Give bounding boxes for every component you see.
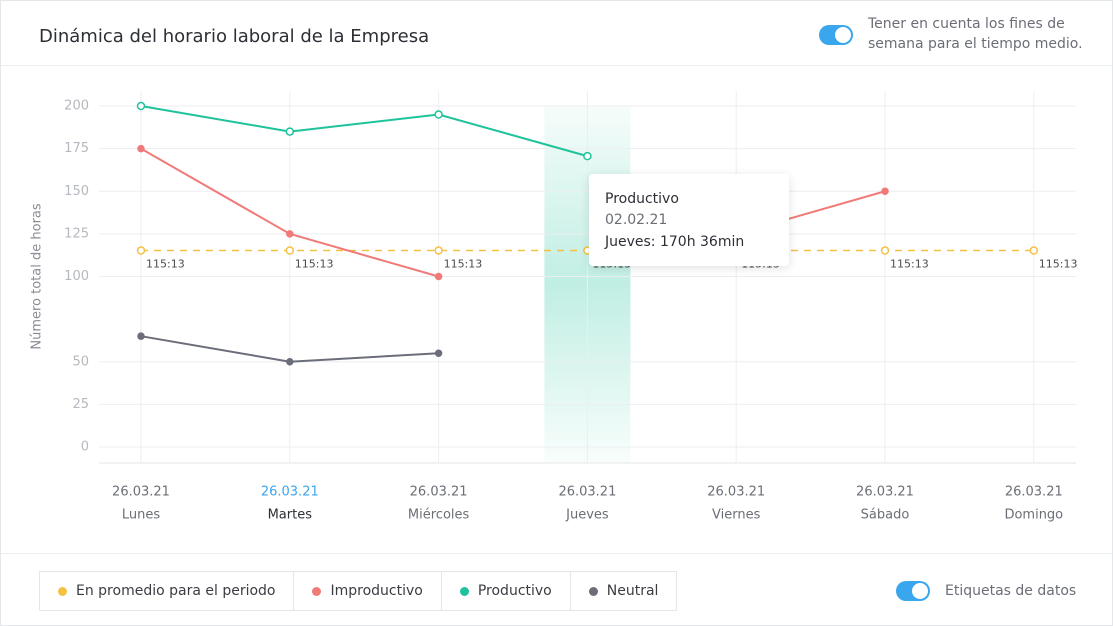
data-point (583, 151, 592, 161)
x-tick-label: Martes (268, 508, 313, 523)
legend-swatch (588, 586, 598, 596)
legend-swatch (459, 586, 469, 596)
x-tick-label: Domingo (1004, 508, 1063, 523)
data-label: 115:13 (295, 258, 334, 271)
data-label: 115:13 (890, 258, 929, 271)
x-tick-label: Sábado (861, 508, 910, 523)
x-date-label: 26.03.21 (707, 485, 765, 500)
data-point (881, 187, 889, 195)
x-tick-label: Miércoles (408, 508, 470, 523)
tooltip-text: Jueves: 170h 36min (605, 234, 745, 250)
x-date-label: 26.03.21 (261, 485, 319, 500)
data-point (285, 246, 295, 255)
tooltip-date: 02.02.21 (605, 212, 668, 228)
data-point (286, 230, 294, 238)
data-point (137, 144, 145, 153)
legend-swatch (312, 586, 322, 596)
x-tick-label: Lunes (122, 508, 160, 523)
data-point (434, 349, 443, 357)
data-label: 115:13 (1039, 258, 1078, 271)
weekend-toggle[interactable] (819, 25, 853, 45)
data-point (285, 127, 295, 136)
data-label: 115:13 (146, 258, 185, 271)
data-point (434, 110, 443, 119)
x-date-label: 26.03.21 (112, 485, 170, 500)
data-point (136, 246, 146, 255)
data-label: 115:13 (444, 258, 483, 271)
legend-label: Neutral (606, 583, 659, 599)
x-tick-label: Viernes (712, 508, 761, 523)
tooltip-title: Productivo (605, 191, 679, 207)
y-tick-label: 100 (64, 269, 89, 284)
data-point (434, 246, 443, 255)
legend-item[interactable]: Improductivo (294, 572, 442, 610)
y-tick-label: 25 (72, 397, 89, 412)
chart: 0 25 50 100 125 150 175 200 Número total de hora… (30, 91, 1078, 523)
legend: En promedio para el periodo Improductivo P… (39, 571, 678, 611)
series-line (140, 105, 588, 158)
x-tick-label: Jueves (565, 508, 609, 523)
data-point (286, 358, 294, 366)
legend-swatch (58, 586, 67, 596)
legend-item[interactable]: Neutral (571, 572, 677, 610)
x-date-label: 26.03.21 (856, 485, 914, 500)
data-point (880, 246, 890, 255)
y-tick-label: 125 (64, 226, 89, 241)
y-axis-label: Número total de horas (30, 203, 45, 350)
legend-item[interactable]: En promedio para el periodo (40, 572, 295, 610)
x-date-label: 26.03.21 (558, 485, 616, 500)
x-date-label: 26.03.21 (410, 485, 468, 500)
data-point (434, 272, 443, 281)
y-tick-label: 175 (64, 141, 89, 156)
data-point (136, 101, 146, 111)
separator (1, 553, 1112, 554)
y-tick-label: 150 (64, 184, 89, 199)
separator (1, 65, 1112, 66)
labels-toggle-label: Etiquetas de datos (945, 583, 1077, 599)
tooltip: Productivo 02.02.21 Jueves: 170h 36min (589, 174, 789, 266)
y-tick-label: 200 (64, 99, 89, 114)
data-point (1029, 246, 1039, 255)
y-tick-label: 50 (72, 354, 89, 369)
title: Dinámica del horario laboral de la Empre… (39, 26, 430, 47)
data-point (137, 332, 145, 340)
labels-toggle[interactable] (896, 581, 930, 601)
toggle-label: Tener en cuenta los fines de semana para… (868, 16, 1083, 52)
y-tick-label: 0 (81, 440, 89, 455)
legend-label: En promedio para el periodo (76, 583, 276, 599)
legend-item[interactable]: Productivo (442, 572, 571, 610)
legend-label: Productivo (477, 583, 552, 599)
legend-label: Improductivo (330, 583, 423, 599)
x-date-label: 26.03.21 (1005, 485, 1063, 500)
